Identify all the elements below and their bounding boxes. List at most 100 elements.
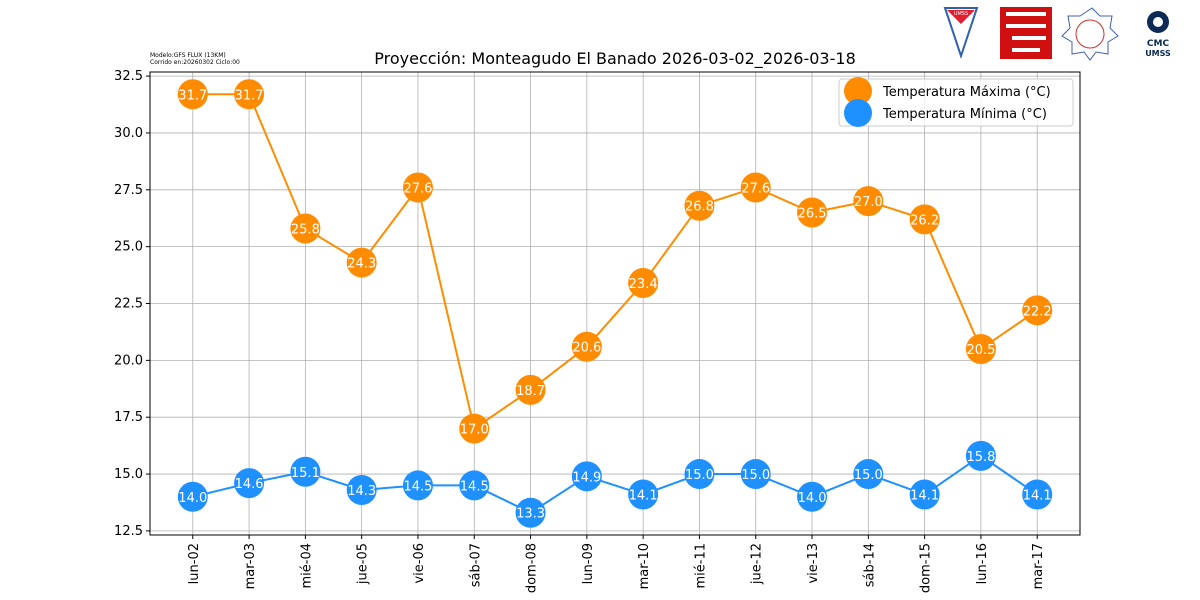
- x-tick-label: vie-06: [412, 543, 427, 584]
- data-point: [965, 333, 996, 364]
- data-label: 26.5: [798, 207, 827, 222]
- data-point: [909, 479, 940, 510]
- x-tick-label: dom-15: [919, 543, 934, 593]
- data-point: [515, 497, 546, 528]
- y-tick-label: 22.5: [114, 297, 143, 312]
- series-line-min: [192, 454, 1038, 514]
- data-point: [797, 481, 828, 512]
- data-label: 14.5: [403, 479, 432, 494]
- y-tick-label: 15.0: [114, 467, 143, 482]
- legend-marker: [844, 99, 872, 127]
- data-label: 15.0: [685, 468, 714, 483]
- data-label: 25.8: [291, 222, 320, 237]
- run-label: Corrido en:20260302 Ciclo:00: [150, 59, 240, 66]
- data-point: [402, 470, 433, 501]
- data-point: [740, 459, 771, 490]
- data-point: [853, 186, 884, 217]
- x-tick-label: sáb-07: [468, 543, 483, 587]
- x-tick-label: mar-03: [243, 543, 258, 589]
- data-label: 24.3: [347, 257, 376, 272]
- data-label: 15.0: [854, 468, 883, 483]
- data-label: 27.6: [741, 182, 770, 197]
- faculty-logo: [1000, 7, 1052, 59]
- model-info: Modelo:GFS FLUX (13KM) Corrido en:202603…: [150, 52, 240, 66]
- data-label: 17.0: [460, 423, 489, 438]
- data-label: 13.3: [516, 507, 545, 522]
- data-label: 27.0: [854, 195, 883, 210]
- data-label: 14.0: [178, 491, 207, 506]
- data-point: [459, 413, 490, 444]
- data-label: 26.8: [685, 200, 714, 215]
- data-point: [1022, 295, 1053, 326]
- plot-frame: [149, 71, 1081, 536]
- x-tick-label: lun-16: [975, 543, 990, 584]
- y-tick-label: 32.5: [114, 69, 143, 84]
- x-tick-label: jue-05: [356, 543, 371, 585]
- svg-text:UMSS: UMSS: [954, 11, 968, 17]
- data-label: 14.3: [347, 484, 376, 499]
- data-label: 27.6: [403, 182, 432, 197]
- x-tick-label: lun-02: [187, 543, 202, 584]
- x-tick-label: mar-10: [637, 543, 652, 589]
- legend-marker: [844, 77, 872, 105]
- legend-box: [838, 78, 1074, 127]
- y-tick-label: 17.5: [114, 410, 143, 425]
- data-point: [1022, 479, 1053, 510]
- data-point: [628, 479, 659, 510]
- data-label: 14.5: [460, 479, 489, 494]
- cmc-umss-logo: CMC UMSS: [1145, 11, 1171, 58]
- data-point: [177, 79, 208, 110]
- data-point: [346, 474, 377, 505]
- series-line-max: [192, 93, 1038, 431]
- data-label: 14.0: [798, 491, 827, 506]
- data-label: 14.9: [572, 470, 601, 485]
- data-label: 31.7: [178, 88, 207, 103]
- data-point: [909, 204, 940, 235]
- data-point: [402, 172, 433, 203]
- y-tick-label: 27.5: [114, 183, 143, 198]
- legend: Temperatura Máxima (°C) Temperatura Mínim…: [838, 77, 1074, 127]
- data-point: [290, 213, 321, 244]
- data-point: [571, 461, 602, 492]
- data-point: [571, 331, 602, 362]
- data-label: 22.2: [1023, 304, 1052, 319]
- data-label: 15.1: [291, 466, 320, 481]
- data-point: [684, 190, 715, 221]
- data-point: [346, 247, 377, 278]
- x-tick-label: dom-08: [525, 543, 540, 593]
- y-tick-label: 20.0: [114, 353, 143, 368]
- data-label: 14.6: [235, 477, 264, 492]
- data-label: 20.6: [572, 341, 601, 356]
- data-point: [628, 268, 659, 299]
- data-point: [234, 79, 265, 110]
- data-point: [290, 456, 321, 487]
- umss-logo: UMSS: [943, 7, 979, 60]
- seal-logo: [1061, 7, 1119, 61]
- chart-title: Proyección: Monteagudo El Banado 2026-03…: [374, 49, 856, 69]
- x-tick-label: mié-04: [299, 543, 314, 589]
- data-label: 14.1: [629, 489, 658, 504]
- y-tick-label: 25.0: [114, 240, 143, 255]
- data-label: 14.1: [910, 489, 939, 504]
- x-tick-label: lun-09: [581, 543, 596, 584]
- data-label: 18.7: [516, 384, 545, 399]
- svg-text:UMSS: UMSS: [1145, 49, 1171, 58]
- data-label: 15.8: [966, 450, 995, 465]
- x-tick-label: jue-12: [750, 543, 765, 585]
- data-point: [459, 470, 490, 501]
- data-point: [234, 468, 265, 499]
- data-label: 15.0: [741, 468, 770, 483]
- data-label: 14.1: [1023, 489, 1052, 504]
- x-tick-label: mié-11: [693, 543, 708, 589]
- legend-label: Temperatura Máxima (°C): [882, 85, 1051, 100]
- x-tick-label: sáb-14: [862, 543, 877, 587]
- institution-logos: UMSS CMC UMSS: [943, 7, 1171, 61]
- data-point: [853, 459, 884, 490]
- model-label: Modelo:GFS FLUX (13KM): [150, 52, 226, 59]
- svg-text:CMC: CMC: [1147, 39, 1170, 49]
- y-tick-label: 30.0: [114, 126, 143, 141]
- data-point: [515, 374, 546, 405]
- data-point: [177, 481, 208, 512]
